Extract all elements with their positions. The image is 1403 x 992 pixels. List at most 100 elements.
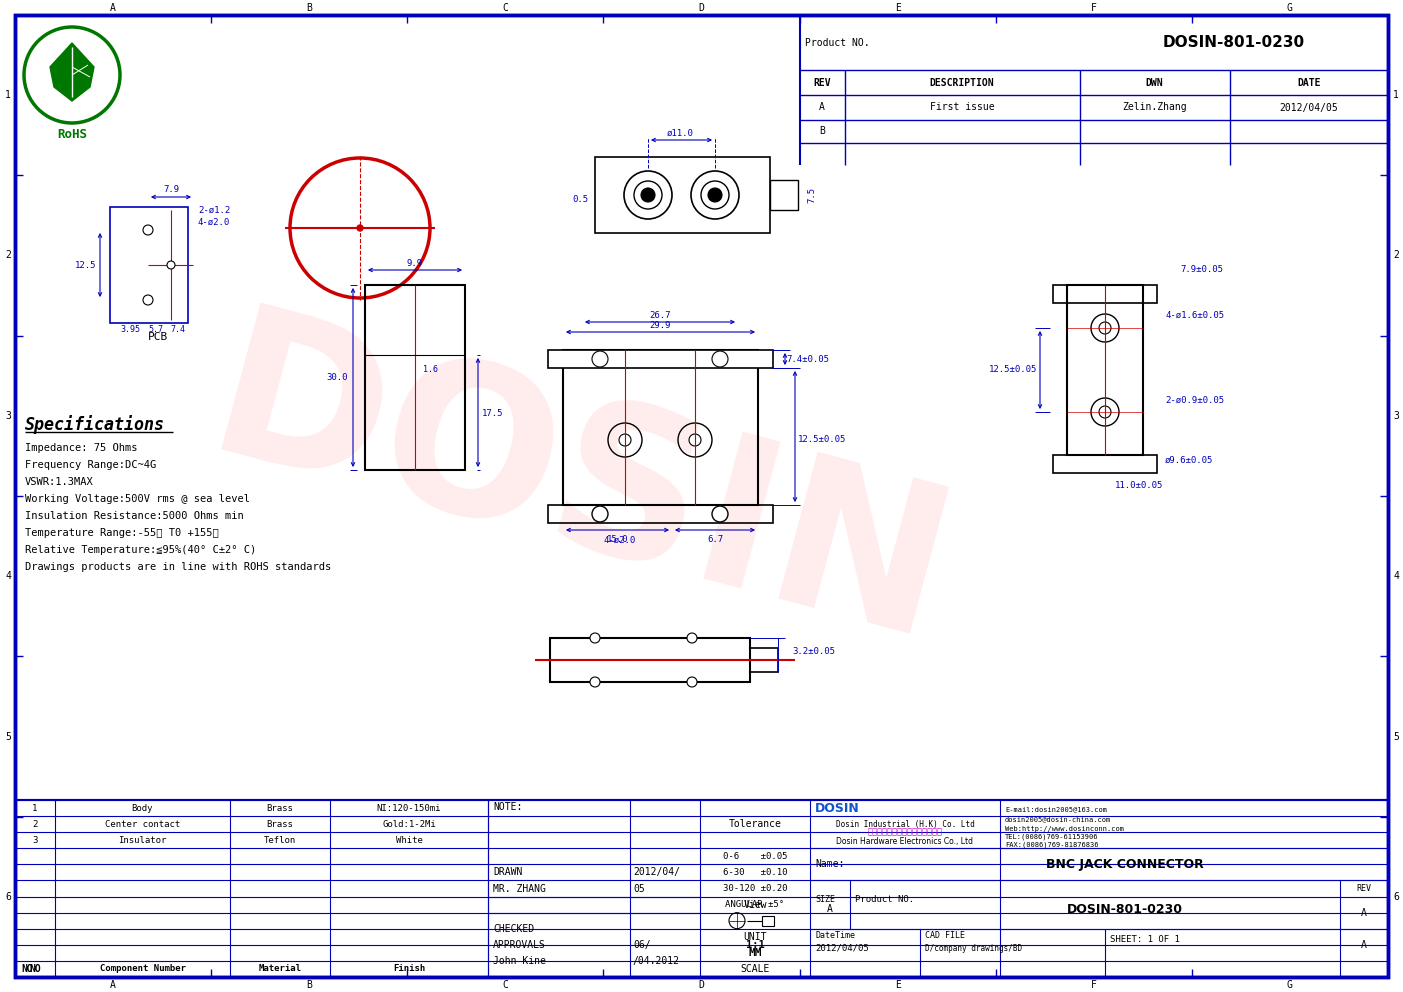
Text: 29.9: 29.9	[650, 320, 671, 329]
Circle shape	[356, 225, 363, 231]
Text: DRAWN: DRAWN	[492, 867, 522, 877]
Text: Brass: Brass	[267, 804, 293, 812]
Text: /04.2012: /04.2012	[633, 956, 680, 966]
Circle shape	[641, 188, 655, 202]
Bar	[549, 505, 773, 523]
Circle shape	[591, 677, 600, 687]
Text: DESCRIPTION: DESCRIPTION	[930, 77, 995, 87]
Circle shape	[591, 633, 600, 643]
Text: Finish: Finish	[393, 964, 425, 973]
Text: E: E	[895, 980, 901, 990]
Text: Body: Body	[132, 804, 153, 812]
Circle shape	[143, 295, 153, 305]
Text: 3: 3	[1393, 411, 1399, 421]
Text: PCB: PCB	[147, 332, 168, 342]
Text: 6.7: 6.7	[707, 536, 723, 545]
Text: 11.0±0.05: 11.0±0.05	[1115, 480, 1163, 489]
Text: 05: 05	[633, 884, 645, 894]
Text: Brass: Brass	[267, 819, 293, 828]
Circle shape	[687, 633, 697, 643]
Text: DOSIN: DOSIN	[191, 295, 969, 684]
Text: Working Voltage:500V rms @ sea level: Working Voltage:500V rms @ sea level	[25, 494, 250, 504]
Text: Drawings products are in line with ROHS standards: Drawings products are in line with ROHS …	[25, 562, 331, 572]
Text: 7.5: 7.5	[808, 186, 817, 203]
Text: G: G	[1287, 3, 1294, 13]
Text: B: B	[306, 3, 311, 13]
Text: D/company drawings/BD: D/company drawings/BD	[925, 943, 1023, 952]
Text: Relative Temperature:≦95%(40° C±2° C): Relative Temperature:≦95%(40° C±2° C)	[25, 545, 257, 555]
Text: 2: 2	[6, 251, 11, 261]
Text: A: A	[826, 905, 833, 915]
Bar	[365, 285, 464, 470]
Text: 7.4: 7.4	[171, 325, 185, 334]
Text: DOSIN-801-0230: DOSIN-801-0230	[1068, 903, 1183, 916]
Text: First issue: First issue	[930, 102, 995, 112]
Bar	[563, 350, 758, 505]
Text: 26.7: 26.7	[650, 310, 671, 319]
Text: ø9.6±0.05: ø9.6±0.05	[1164, 455, 1214, 464]
Text: 06/: 06/	[633, 939, 651, 949]
Text: FAX:(0086)769-81876836: FAX:(0086)769-81876836	[1005, 842, 1099, 848]
Text: DATE: DATE	[1296, 77, 1320, 87]
Text: Center contact: Center contact	[105, 819, 180, 828]
Text: Product NO.: Product NO.	[854, 895, 915, 905]
Text: Name:: Name:	[815, 859, 845, 869]
Text: APPROVALS: APPROVALS	[492, 939, 546, 949]
Polygon shape	[51, 43, 94, 101]
Text: 2-ø1.2: 2-ø1.2	[198, 205, 230, 214]
Text: C: C	[502, 980, 508, 990]
Text: 2012/04/05: 2012/04/05	[1280, 102, 1338, 112]
Text: DWN: DWN	[1146, 77, 1163, 87]
Text: 2-ø0.9±0.05: 2-ø0.9±0.05	[1164, 396, 1225, 405]
Bar	[751, 648, 779, 672]
Bar	[770, 180, 798, 210]
Text: 1: 1	[32, 804, 38, 812]
Text: DOSIN-801-0230: DOSIN-801-0230	[1163, 35, 1305, 50]
Bar	[1054, 455, 1157, 473]
Bar	[109, 207, 188, 323]
Text: 1.6: 1.6	[422, 365, 438, 375]
Text: D: D	[699, 3, 704, 13]
Text: MM: MM	[748, 948, 762, 958]
Text: ø11.0: ø11.0	[666, 129, 693, 138]
Text: 6: 6	[6, 892, 11, 902]
Text: 3: 3	[6, 411, 11, 421]
Text: REV: REV	[814, 77, 831, 87]
Text: 3: 3	[32, 835, 38, 845]
Text: Zelin.Zhang: Zelin.Zhang	[1122, 102, 1187, 112]
Text: 30-120 ±0.20: 30-120 ±0.20	[723, 884, 787, 893]
Text: NOTE:: NOTE:	[492, 802, 522, 812]
Text: 3.2±0.05: 3.2±0.05	[793, 648, 835, 657]
Circle shape	[167, 261, 175, 269]
Text: C: C	[502, 3, 508, 13]
Text: 9.9: 9.9	[407, 259, 424, 268]
Text: A: A	[1361, 908, 1367, 918]
Text: REV: REV	[1357, 884, 1372, 893]
Text: 0-6    ±0.05: 0-6 ±0.05	[723, 852, 787, 861]
Text: John Kine: John Kine	[492, 956, 546, 966]
Text: dosin2005@dosin-china.com: dosin2005@dosin-china.com	[1005, 816, 1111, 822]
Bar	[1054, 285, 1157, 303]
Text: 东莞市德豐五金电子制品有限公司: 东莞市德豐五金电子制品有限公司	[867, 827, 943, 836]
Bar	[550, 638, 751, 682]
Text: E-mail:dosin2005@163.com: E-mail:dosin2005@163.com	[1005, 806, 1107, 812]
Text: A: A	[109, 3, 116, 13]
Text: Gold:1-2Mi: Gold:1-2Mi	[382, 819, 436, 828]
Text: Impedance: 75 Ohms: Impedance: 75 Ohms	[25, 443, 137, 453]
Text: TEL:(0086)769-61153906: TEL:(0086)769-61153906	[1005, 833, 1099, 840]
Text: SCALE: SCALE	[741, 964, 770, 974]
Text: 15.0: 15.0	[607, 536, 629, 545]
Text: F: F	[1092, 3, 1097, 13]
Text: 2: 2	[1393, 251, 1399, 261]
Circle shape	[619, 434, 631, 446]
Text: SHEET: 1 OF 1: SHEET: 1 OF 1	[1110, 935, 1180, 944]
Text: F: F	[1092, 980, 1097, 990]
Text: BNC JACK CONNECTOR: BNC JACK CONNECTOR	[1047, 858, 1204, 871]
Bar	[549, 350, 773, 368]
Text: DOSIN: DOSIN	[815, 802, 860, 814]
Text: 4-ø2.0: 4-ø2.0	[198, 217, 230, 226]
Text: E: E	[895, 3, 901, 13]
Text: B: B	[819, 127, 825, 137]
Text: 3.95: 3.95	[121, 325, 140, 334]
Text: NO: NO	[29, 964, 41, 974]
